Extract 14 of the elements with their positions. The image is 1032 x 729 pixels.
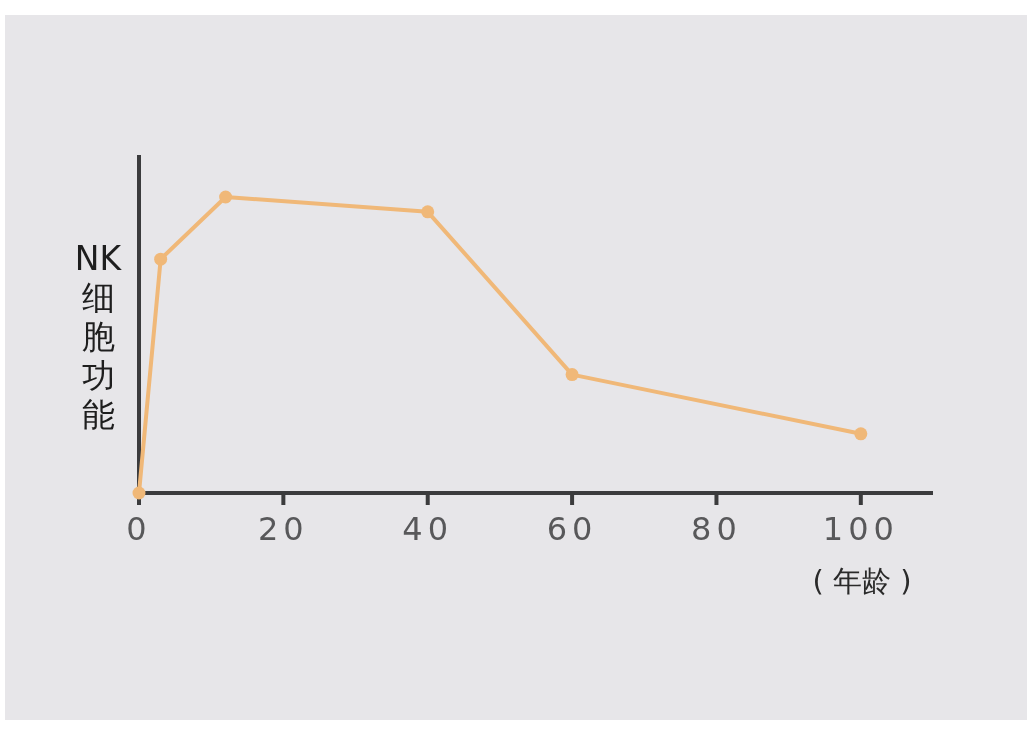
point	[421, 205, 435, 219]
point	[565, 368, 579, 382]
x-tick-label: 0	[126, 510, 152, 548]
x-tick-label: 20	[258, 510, 309, 548]
point	[132, 486, 146, 500]
x-tick-label: 40	[402, 510, 454, 548]
point	[154, 252, 168, 266]
point	[854, 427, 868, 441]
point	[219, 190, 233, 204]
x-tick-label: 80	[691, 510, 742, 548]
x-axis-title: ( 年龄 )	[812, 564, 912, 598]
x-tick-label: 100	[822, 510, 899, 548]
x-tick-label: 60	[546, 510, 598, 548]
y-axis-title: NK细胞功能	[74, 239, 123, 434]
